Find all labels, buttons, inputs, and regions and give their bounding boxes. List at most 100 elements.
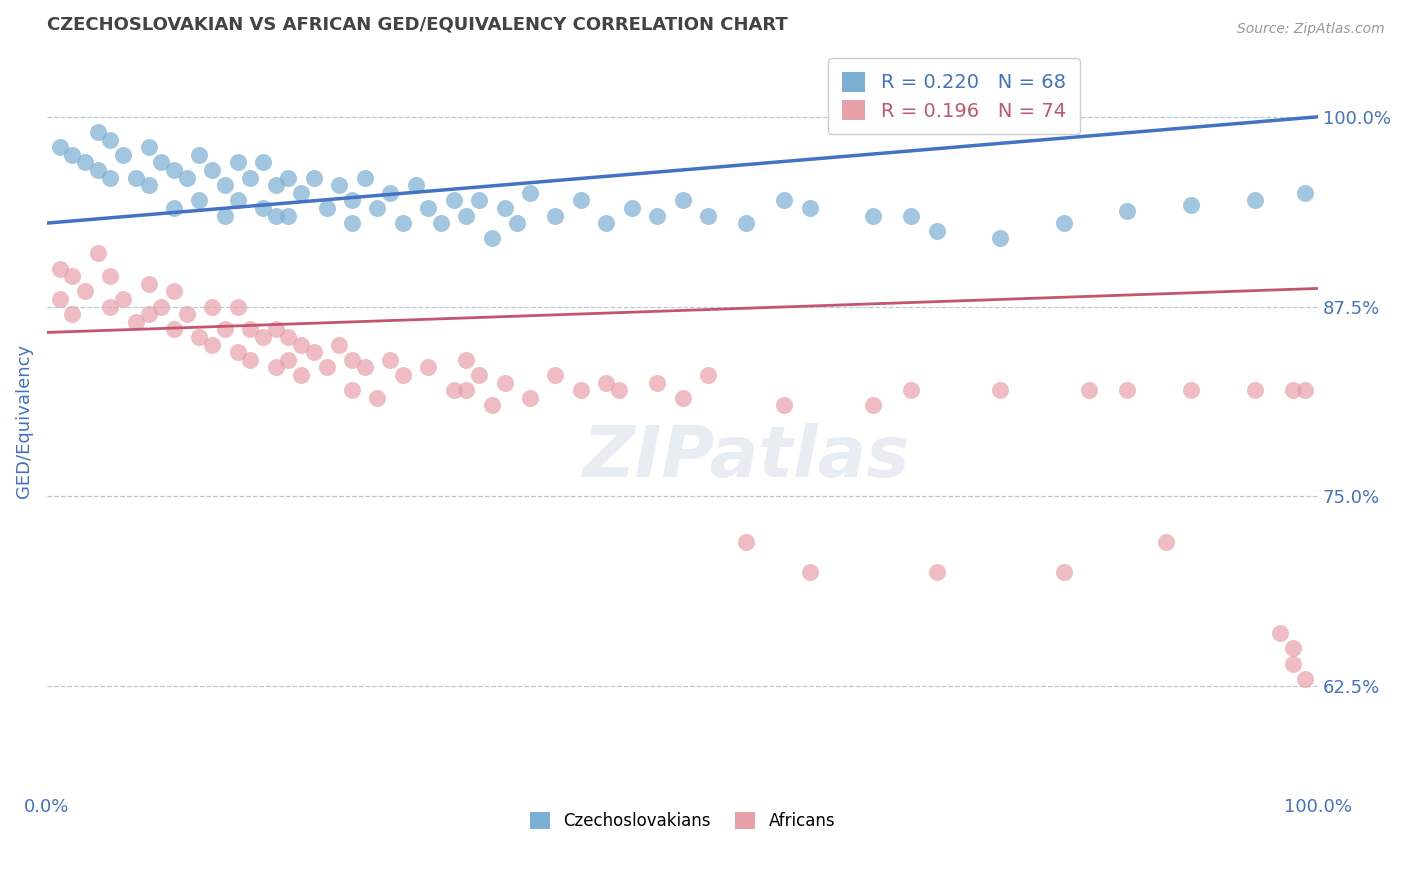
Point [264, 178, 287, 193]
Point [443, 194, 465, 208]
Point [645, 209, 668, 223]
Point [1243, 383, 1265, 397]
Point [73, 155, 96, 169]
Point [1281, 657, 1303, 671]
Point [125, 170, 148, 185]
Point [214, 322, 236, 336]
Point [201, 163, 224, 178]
Point [1116, 203, 1139, 218]
Text: CZECHOSLOVAKIAN VS AFRICAN GED/EQUIVALENCY CORRELATION CHART: CZECHOSLOVAKIAN VS AFRICAN GED/EQUIVALEN… [46, 15, 787, 33]
Point [1053, 216, 1076, 230]
Point [443, 383, 465, 397]
Point [252, 155, 274, 169]
Point [773, 194, 796, 208]
Point [735, 535, 758, 549]
Point [392, 216, 415, 230]
Point [1180, 198, 1202, 212]
Point [138, 140, 160, 154]
Point [418, 360, 440, 375]
Point [87, 163, 110, 178]
Point [328, 337, 350, 351]
Point [60, 269, 83, 284]
Point [799, 201, 821, 215]
Point [176, 170, 198, 185]
Point [595, 216, 617, 230]
Point [353, 360, 375, 375]
Point [671, 194, 693, 208]
Point [925, 224, 948, 238]
Point [48, 261, 70, 276]
Point [252, 330, 274, 344]
Point [163, 163, 186, 178]
Point [252, 201, 274, 215]
Point [988, 231, 1011, 245]
Point [366, 391, 388, 405]
Point [226, 194, 249, 208]
Point [1116, 383, 1139, 397]
Legend: Czechoslovakians, Africans: Czechoslovakians, Africans [523, 805, 842, 837]
Point [1281, 641, 1303, 656]
Point [302, 170, 325, 185]
Point [176, 307, 198, 321]
Point [900, 209, 922, 223]
Point [418, 201, 440, 215]
Point [862, 209, 884, 223]
Point [188, 330, 211, 344]
Point [264, 209, 287, 223]
Point [150, 300, 173, 314]
Point [1268, 626, 1291, 640]
Point [340, 352, 363, 367]
Point [60, 307, 83, 321]
Text: ZIPatlas: ZIPatlas [582, 424, 910, 492]
Point [315, 201, 337, 215]
Point [201, 300, 224, 314]
Point [87, 125, 110, 139]
Point [290, 186, 312, 200]
Point [264, 322, 287, 336]
Point [277, 209, 299, 223]
Point [315, 360, 337, 375]
Point [163, 285, 186, 299]
Point [544, 209, 567, 223]
Point [735, 216, 758, 230]
Point [481, 231, 503, 245]
Point [569, 383, 592, 397]
Point [1078, 383, 1101, 397]
Text: Source: ZipAtlas.com: Source: ZipAtlas.com [1237, 22, 1385, 37]
Point [862, 398, 884, 412]
Point [48, 140, 70, 154]
Point [201, 337, 224, 351]
Point [48, 292, 70, 306]
Point [378, 186, 401, 200]
Point [163, 201, 186, 215]
Point [773, 398, 796, 412]
Point [620, 201, 643, 215]
Point [456, 209, 478, 223]
Point [214, 209, 236, 223]
Point [277, 170, 299, 185]
Point [100, 170, 122, 185]
Point [1281, 383, 1303, 397]
Point [494, 201, 516, 215]
Point [112, 292, 135, 306]
Point [290, 368, 312, 382]
Point [239, 322, 262, 336]
Point [494, 376, 516, 390]
Point [671, 391, 693, 405]
Point [1294, 672, 1316, 686]
Point [264, 360, 287, 375]
Point [328, 178, 350, 193]
Point [481, 398, 503, 412]
Point [468, 368, 491, 382]
Point [405, 178, 427, 193]
Point [1180, 383, 1202, 397]
Point [799, 566, 821, 580]
Point [138, 178, 160, 193]
Point [430, 216, 453, 230]
Point [900, 383, 922, 397]
Point [239, 170, 262, 185]
Point [87, 246, 110, 260]
Point [468, 194, 491, 208]
Point [1053, 566, 1076, 580]
Point [697, 368, 720, 382]
